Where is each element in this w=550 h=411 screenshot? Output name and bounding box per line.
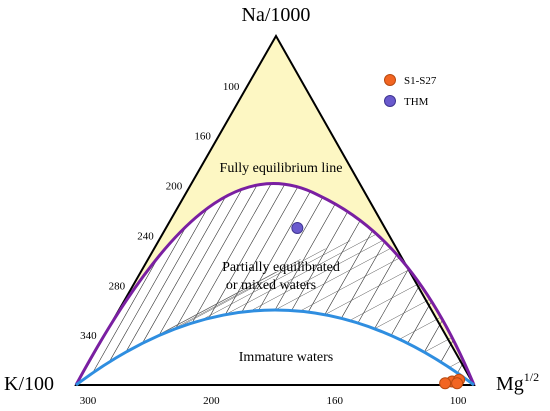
left-axis-tick-label: 100 (223, 81, 240, 93)
hatch-line (307, 183, 397, 313)
hatch-line (125, 197, 215, 353)
hatch-line (208, 183, 297, 319)
data-point (439, 377, 452, 390)
hatch-line (175, 248, 326, 329)
left-axis-tick-label: 240 (137, 230, 154, 242)
full-equilibrium-curve (74, 182, 476, 386)
triangle-outline (74, 33, 476, 386)
hatch-line (191, 183, 281, 324)
hatch-line (241, 183, 331, 313)
hatch-line (349, 240, 474, 321)
hatch-line (108, 206, 198, 363)
hatch-line (200, 240, 351, 321)
left-axis-tick-label: 340 (80, 330, 97, 342)
legend-marker-thm (384, 95, 396, 107)
hatch-line (175, 183, 264, 329)
hatch-line (423, 197, 474, 353)
hatch-line (274, 183, 364, 311)
data-points (291, 221, 466, 390)
equilibrium-fill-area (76, 36, 474, 385)
zone-label-partial-1: Partially equilibrated (222, 260, 340, 275)
hatch-line (142, 188, 231, 344)
zone-label-full: Fully equilibrium line (220, 161, 343, 176)
hatch-line (225, 234, 376, 315)
data-point (291, 221, 304, 234)
hatch-line (357, 183, 447, 324)
vertex-label-top: Na/1000 (242, 4, 311, 26)
legend: S1-S27 THM (384, 74, 437, 108)
bottom-axis-tick-label: 160 (326, 395, 343, 407)
hatch-line (407, 188, 474, 344)
legend-label-thm: THM (404, 96, 429, 108)
bottom-axis-tick-label: 100 (450, 395, 467, 407)
bottom-axis-tick-label: 300 (80, 395, 97, 407)
hatch-line (158, 183, 248, 336)
legend-marker-s1-s27 (384, 74, 396, 86)
vertex-label-right: Mg1/2 (496, 370, 539, 395)
hatch-line (449, 287, 474, 368)
hatch-line (457, 217, 474, 374)
bottom-axis-tick-label: 200 (203, 395, 220, 407)
left-axis-tick-label: 160 (194, 131, 211, 143)
mixing-hatch-lines (92, 183, 474, 374)
hatch-line (250, 230, 401, 312)
left-axis-tick-label: 280 (109, 280, 126, 292)
zone-label-immature: Immature waters (239, 350, 333, 365)
hatch-line (399, 259, 474, 340)
legend-label-s1-s27: S1-S27 (404, 75, 437, 87)
hatch-line (258, 183, 347, 311)
bottom-axis-ticks: 300 200 160 100 (80, 395, 467, 407)
left-axis-ticks: 100 160 200 240 280 340 (80, 81, 240, 342)
hatch-line (424, 271, 474, 353)
left-axis-tick-label: 200 (166, 181, 183, 193)
vertex-label-left: K/100 (4, 373, 54, 395)
hatch-line (291, 183, 380, 311)
zone-label-partial-2: or mixed waters (226, 278, 316, 293)
hatch-line (150, 259, 301, 340)
data-point (451, 377, 464, 390)
immature-boundary-curve (75, 308, 475, 387)
